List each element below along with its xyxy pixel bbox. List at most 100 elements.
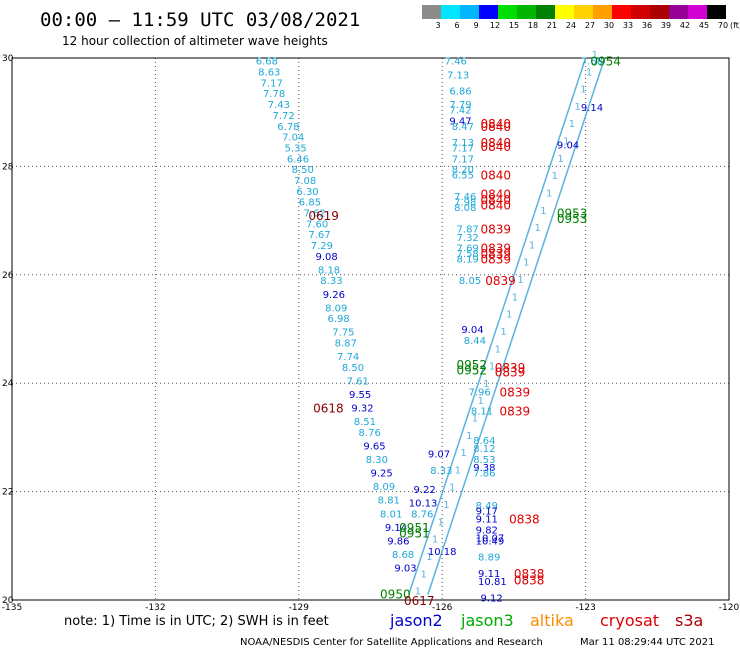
wave-height-point: 7.46 [454,192,476,203]
swath-tick: 1 [580,85,586,96]
pass-time-label: 0839 [480,242,511,256]
pass-time-labels: 0954084008400840084008400840084008400619… [308,55,621,608]
pass-time-label: 0951 [399,521,430,535]
wave-height-point: 7.32 [457,233,479,244]
swath-tick: 1 [495,344,501,355]
wave-height-point: 7.72 [273,111,295,122]
pass-time-label: 0840 [480,193,511,207]
wave-height-point: 9.04 [557,141,579,152]
wave-height-point: 7.67 [308,230,330,241]
pass-time-label: 0839 [480,223,511,237]
wave-height-point: 7.29 [311,241,333,252]
y-tick-label: 20 [2,596,14,606]
wave-height-point: 8.11 [471,406,493,417]
swath-tick: 1 [517,275,523,286]
wave-height-point: 9.82 [476,526,498,537]
wave-height-point: 10.81 [478,577,507,588]
wave-height-point: 9.47 [449,116,471,127]
wave-height-point: 7.43 [268,100,290,111]
colorbar-swatch [441,5,460,19]
colorbar-swatch [707,5,726,19]
swath-tick: 1 [472,413,478,424]
wave-height-point: 8.87 [335,339,357,350]
wave-height-point: 8.30 [366,455,388,466]
wave-height-point: 7.69 [457,244,479,255]
wave-height-point: 6.85 [299,198,321,209]
wave-height-point: 10.18 [428,547,457,558]
legend-cryosat: cryosat [600,611,659,630]
wave-height-point: 7.98 [454,198,476,209]
wave-height-point: 8.50 [292,165,314,176]
wave-height-point: 8.63 [258,68,280,79]
pass-time-label: 0953 [557,212,588,226]
colorbar-swatch [555,5,574,19]
swath-tick: 1 [529,240,535,251]
pass-time-label: 0840 [480,120,511,134]
wave-height-point: 8.47 [452,122,474,133]
wave-height-point: 6.55 [452,171,474,182]
wave-height-point: 8.53 [473,455,495,466]
colorbar-tick: 12 [490,21,500,30]
wave-height-point: 7.13 [452,138,474,149]
swath-tick: 1 [415,587,421,598]
colorbar-swatch [612,5,631,19]
wave-height-point: 7.17 [452,143,474,154]
colorbar-swatch [650,5,669,19]
wave-height-point: 9.14 [385,523,407,534]
swath-tick: 1 [569,119,575,130]
colorbar-tick: 70 [718,21,728,30]
wave-height-point: 7.87 [457,225,479,236]
y-tick-label: 26 [2,271,14,281]
swath-tick: 1 [535,223,541,234]
wave-height-point: 8.05 [459,276,481,287]
wave-height-point: 10.49 [476,536,505,547]
colorbar-swatch [536,5,555,19]
wave-height-point: 7.96 [468,387,490,398]
wave-height-point: 9.14 [581,103,603,114]
gridlines [12,58,729,600]
swath-tick: 1 [460,448,466,459]
colorbar-swatch [517,5,536,19]
wave-height-point: 8.18 [318,265,340,276]
wave-height-point: 9.17 [476,507,498,518]
pass-time-label: 0839 [485,274,516,288]
wave-height-point: 7.62 [304,208,326,219]
swath-tick: 1 [477,396,483,407]
wave-height-point: 6.46 [287,154,309,165]
swath-tick: 1 [557,154,563,165]
colorbar-swatch [422,5,441,19]
wave-height-point: 10.07 [476,534,505,545]
wave-height-point: 9.07 [428,450,450,461]
wave-height-point: 6.86 [449,87,471,98]
swath-tick: 1 [540,206,546,217]
colorbar-tick: 21 [547,21,557,30]
wave-height-point: 6.98 [327,314,349,325]
pass-time-label: 0839 [500,404,531,418]
x-tick-label: -123 [575,603,595,613]
pass-time-label: 0619 [308,209,339,223]
satellite-legend: jason2 jason3 altika cryosat s3a [389,611,703,630]
wave-height-point: 9.11 [478,569,500,580]
colorbar-tick: 30 [604,21,614,30]
pass-time-label: 0840 [480,169,511,183]
wave-height-point: 9.25 [371,469,393,480]
swath-tick: 1 [506,310,512,321]
swath-tick: 1 [443,500,449,511]
swath-tick: 1 [483,379,489,390]
wave-height-point: 7.75 [332,328,354,339]
wave-height-point: 8.64 [473,436,495,447]
pass-time-label: 0840 [480,117,511,131]
wave-height-point: 7.78 [263,89,285,100]
wave-height-point: 8.09 [325,303,347,314]
pass-time-label: 0953 [557,206,588,220]
wave-height-point: 9.04 [461,325,483,336]
wave-height-point: 7.61 [347,376,369,387]
wave-height-point: 7.04 [282,133,304,144]
chart-title: 00:00 – 11:59 UTC 03/08/2021 [40,9,360,31]
x-tick-label: -132 [145,603,165,613]
colorbar-tick: 24 [566,21,576,30]
wave-height-point: 9.03 [394,563,416,574]
swath-line [408,57,587,595]
